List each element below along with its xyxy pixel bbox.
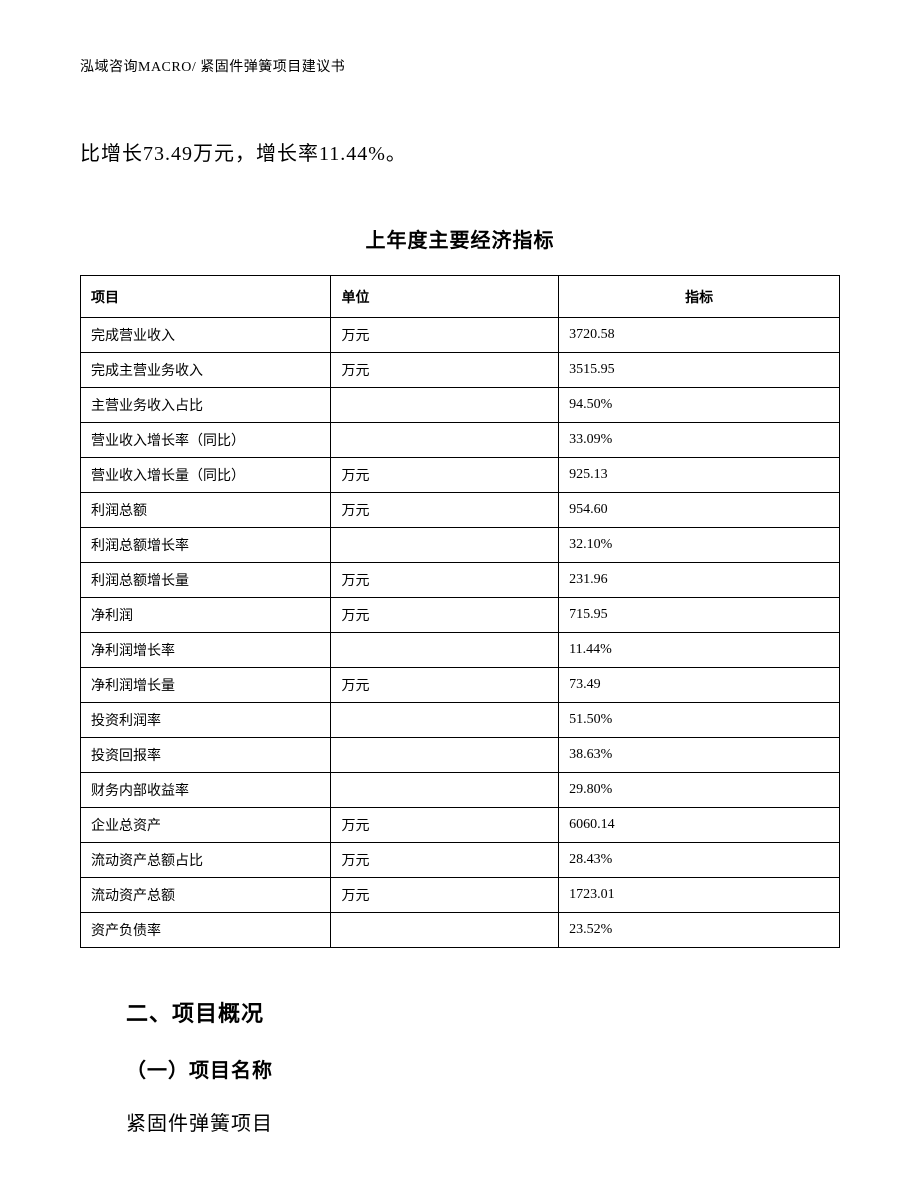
cell-unit: 万元 xyxy=(331,668,559,703)
cell-item: 流动资产总额 xyxy=(81,878,331,913)
cell-item: 财务内部收益率 xyxy=(81,773,331,808)
cell-unit xyxy=(331,633,559,668)
cell-item: 企业总资产 xyxy=(81,808,331,843)
cell-item: 流动资产总额占比 xyxy=(81,843,331,878)
cell-unit: 万元 xyxy=(331,353,559,388)
cell-item: 投资回报率 xyxy=(81,738,331,773)
cell-value: 51.50% xyxy=(559,703,840,738)
table-row: 完成营业收入 万元 3720.58 xyxy=(81,318,840,353)
cell-value: 6060.14 xyxy=(559,808,840,843)
cell-unit: 万元 xyxy=(331,843,559,878)
cell-value: 1723.01 xyxy=(559,878,840,913)
cell-value: 38.63% xyxy=(559,738,840,773)
table-header-value: 指标 xyxy=(559,276,840,318)
cell-value: 954.60 xyxy=(559,493,840,528)
table-row: 投资利润率 51.50% xyxy=(81,703,840,738)
cell-item: 完成营业收入 xyxy=(81,318,331,353)
cell-item: 净利润增长率 xyxy=(81,633,331,668)
table-row: 投资回报率 38.63% xyxy=(81,738,840,773)
cell-item: 主营业务收入占比 xyxy=(81,388,331,423)
table-row: 营业收入增长量（同比） 万元 925.13 xyxy=(81,458,840,493)
body-text: 紧固件弹簧项目 xyxy=(126,1107,840,1136)
cell-unit: 万元 xyxy=(331,563,559,598)
cell-unit: 万元 xyxy=(331,808,559,843)
cell-unit: 万元 xyxy=(331,878,559,913)
economic-indicators-table: 项目 单位 指标 完成营业收入 万元 3720.58 完成主营业务收入 万元 3… xyxy=(80,275,840,948)
cell-unit: 万元 xyxy=(331,493,559,528)
cell-unit xyxy=(331,423,559,458)
table-row: 利润总额 万元 954.60 xyxy=(81,493,840,528)
cell-item: 净利润增长量 xyxy=(81,668,331,703)
table-body: 完成营业收入 万元 3720.58 完成主营业务收入 万元 3515.95 主营… xyxy=(81,318,840,948)
cell-item: 利润总额 xyxy=(81,493,331,528)
cell-value: 3720.58 xyxy=(559,318,840,353)
cell-item: 营业收入增长率（同比） xyxy=(81,423,331,458)
cell-item: 投资利润率 xyxy=(81,703,331,738)
cell-unit xyxy=(331,388,559,423)
cell-value: 33.09% xyxy=(559,423,840,458)
table-row: 营业收入增长率（同比） 33.09% xyxy=(81,423,840,458)
intro-paragraph: 比增长73.49万元，增长率11.44%。 xyxy=(80,136,840,172)
cell-value: 715.95 xyxy=(559,598,840,633)
table-header-item: 项目 xyxy=(81,276,331,318)
table-header-unit: 单位 xyxy=(331,276,559,318)
table-row: 流动资产总额 万元 1723.01 xyxy=(81,878,840,913)
table-row: 流动资产总额占比 万元 28.43% xyxy=(81,843,840,878)
table-row: 利润总额增长率 32.10% xyxy=(81,528,840,563)
table-header-row: 项目 单位 指标 xyxy=(81,276,840,318)
sub-heading: （一）项目名称 xyxy=(126,1054,840,1083)
cell-value: 925.13 xyxy=(559,458,840,493)
table-row: 主营业务收入占比 94.50% xyxy=(81,388,840,423)
table-row: 净利润 万元 715.95 xyxy=(81,598,840,633)
cell-value: 11.44% xyxy=(559,633,840,668)
cell-item: 利润总额增长量 xyxy=(81,563,331,598)
cell-item: 利润总额增长率 xyxy=(81,528,331,563)
cell-unit xyxy=(331,773,559,808)
cell-item: 完成主营业务收入 xyxy=(81,353,331,388)
table-row: 净利润增长量 万元 73.49 xyxy=(81,668,840,703)
cell-unit xyxy=(331,738,559,773)
table-row: 净利润增长率 11.44% xyxy=(81,633,840,668)
table-row: 财务内部收益率 29.80% xyxy=(81,773,840,808)
table-row: 资产负债率 23.52% xyxy=(81,913,840,948)
table-title: 上年度主要经济指标 xyxy=(80,224,840,253)
cell-unit xyxy=(331,528,559,563)
cell-item: 营业收入增长量（同比） xyxy=(81,458,331,493)
table-row: 完成主营业务收入 万元 3515.95 xyxy=(81,353,840,388)
cell-value: 28.43% xyxy=(559,843,840,878)
cell-unit: 万元 xyxy=(331,458,559,493)
cell-value: 73.49 xyxy=(559,668,840,703)
table-row: 企业总资产 万元 6060.14 xyxy=(81,808,840,843)
cell-item: 净利润 xyxy=(81,598,331,633)
cell-value: 94.50% xyxy=(559,388,840,423)
cell-value: 32.10% xyxy=(559,528,840,563)
cell-unit xyxy=(331,703,559,738)
section-heading: 二、项目概况 xyxy=(126,996,840,1028)
cell-unit: 万元 xyxy=(331,318,559,353)
table-row: 利润总额增长量 万元 231.96 xyxy=(81,563,840,598)
cell-value: 3515.95 xyxy=(559,353,840,388)
cell-unit: 万元 xyxy=(331,598,559,633)
cell-value: 231.96 xyxy=(559,563,840,598)
cell-value: 29.80% xyxy=(559,773,840,808)
page-header: 泓域咨询MACRO/ 紧固件弹簧项目建议书 xyxy=(80,56,840,76)
cell-unit xyxy=(331,913,559,948)
cell-item: 资产负债率 xyxy=(81,913,331,948)
cell-value: 23.52% xyxy=(559,913,840,948)
